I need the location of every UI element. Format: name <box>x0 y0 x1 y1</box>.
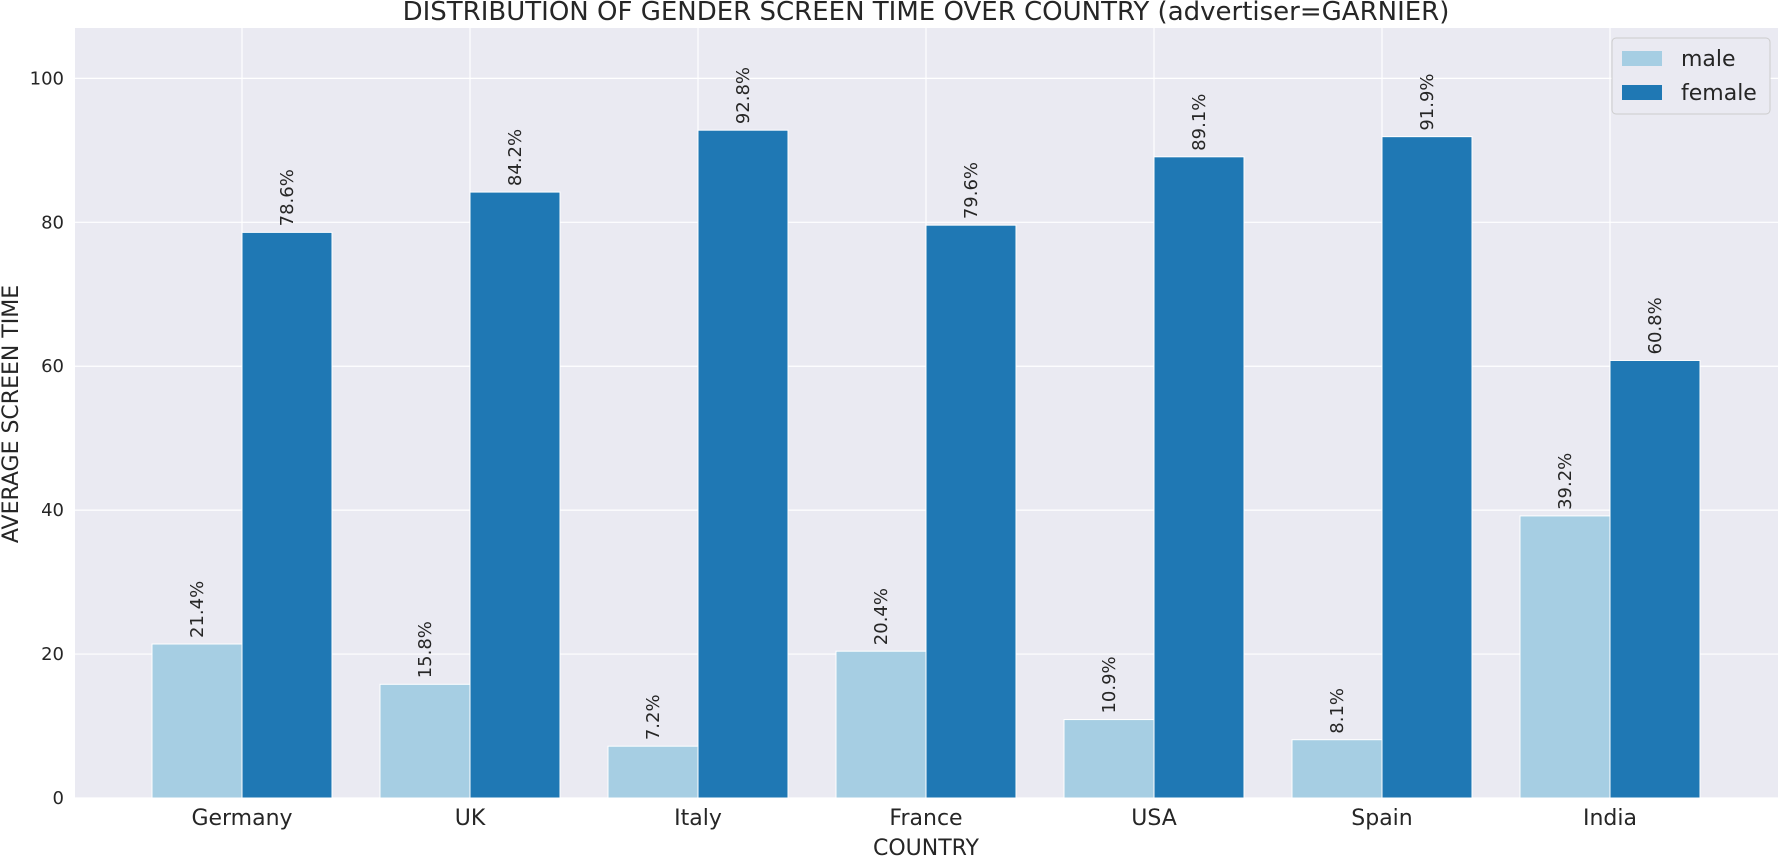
bars <box>151 129 1701 799</box>
data-label-male: 7.2% <box>643 694 664 740</box>
data-label-female: 78.6% <box>277 169 298 226</box>
x-tick-label: UK <box>455 806 486 831</box>
chart-title: DISTRIBUTION OF GENDER SCREEN TIME OVER … <box>403 0 1450 27</box>
bar-female-uk <box>469 191 561 799</box>
y-tick-label: 0 <box>53 788 64 809</box>
y-axis-ticks: 0 20 40 60 80 100 <box>30 68 64 809</box>
bar-male-spain <box>1291 739 1383 799</box>
x-tick-label: India <box>1583 806 1637 831</box>
bar-male-uk <box>379 683 471 799</box>
bar-female-india <box>1609 359 1701 799</box>
data-label-female: 84.2% <box>505 129 526 186</box>
data-label-male: 39.2% <box>1555 453 1576 510</box>
x-tick-label: France <box>889 806 962 831</box>
bar-male-italy <box>607 745 699 799</box>
x-tick-label: USA <box>1131 806 1177 831</box>
data-label-female: 91.9% <box>1417 73 1438 130</box>
y-axis-label: AVERAGE SCREEN TIME <box>0 285 24 543</box>
data-label-male: 21.4% <box>187 581 208 638</box>
bar-female-france <box>925 224 1017 799</box>
y-tick-label: 80 <box>41 212 64 233</box>
data-label-female: 60.8% <box>1645 297 1666 354</box>
bar-male-france <box>835 650 927 799</box>
data-label-male: 20.4% <box>871 588 892 645</box>
y-tick-label: 60 <box>41 356 64 377</box>
bar-female-usa <box>1153 156 1245 799</box>
data-label-female: 79.6% <box>961 162 982 219</box>
x-axis-label: COUNTRY <box>873 836 980 859</box>
legend-swatch-male <box>1622 51 1662 66</box>
y-tick-label: 100 <box>30 68 64 89</box>
bar-male-india <box>1519 515 1611 799</box>
bar-male-germany <box>151 643 243 799</box>
bar-female-italy <box>697 129 789 799</box>
legend: male female <box>1611 37 1771 115</box>
y-tick-label: 20 <box>41 644 64 665</box>
data-labels: 21.4% 15.8% 7.2% 20.4% 10.9% 8.1% 39.2% 78.6% 84… <box>187 67 1666 740</box>
x-tick-label: Spain <box>1351 806 1412 831</box>
data-label-male: 10.9% <box>1099 656 1120 713</box>
bar-male-usa <box>1063 719 1155 799</box>
bar-female-germany <box>241 231 333 799</box>
legend-label-male: male <box>1681 47 1736 72</box>
y-tick-label: 40 <box>41 500 64 521</box>
data-label-male: 15.8% <box>415 621 436 678</box>
data-label-female: 92.8% <box>733 67 754 124</box>
bar-female-spain <box>1381 136 1473 799</box>
x-axis-ticks: Germany UK Italy France USA Spain India <box>191 806 1637 831</box>
x-tick-label: Italy <box>674 806 722 831</box>
data-label-female: 89.1% <box>1189 94 1210 151</box>
x-tick-label: Germany <box>191 806 292 831</box>
legend-swatch-female <box>1622 85 1662 100</box>
data-label-male: 8.1% <box>1327 688 1348 734</box>
legend-label-female: female <box>1681 81 1757 106</box>
